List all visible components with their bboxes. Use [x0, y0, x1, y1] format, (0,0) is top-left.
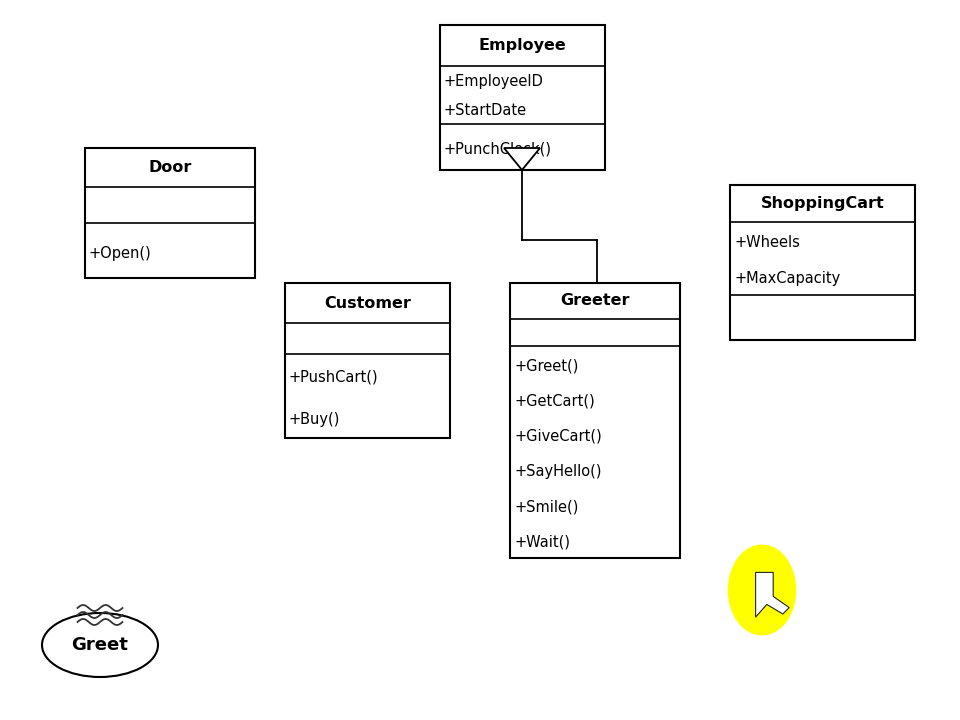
Text: Door: Door	[148, 160, 192, 175]
Text: +GiveCart(): +GiveCart()	[514, 428, 602, 444]
Bar	[730, 185, 915, 340]
Text: Greet: Greet	[72, 636, 129, 654]
Ellipse shape	[729, 545, 796, 635]
Text: +EmployeeID: +EmployeeID	[444, 74, 544, 89]
Text: +PunchClock(): +PunchClock()	[444, 142, 552, 157]
Text: +Wait(): +Wait()	[514, 535, 570, 549]
Text: ShoppingCart: ShoppingCart	[760, 196, 884, 211]
Text: +SayHello(): +SayHello()	[514, 464, 602, 479]
Text: +Open(): +Open()	[89, 246, 152, 261]
Bar	[440, 25, 605, 170]
Bar	[85, 148, 255, 278]
Text: +PushCart(): +PushCart()	[289, 370, 378, 384]
Text: +Smile(): +Smile()	[514, 500, 578, 514]
Polygon shape	[756, 572, 789, 617]
Text: +Buy(): +Buy()	[289, 412, 341, 427]
Text: Greeter: Greeter	[561, 293, 630, 308]
Text: +MaxCapacity: +MaxCapacity	[734, 271, 840, 286]
Bar	[285, 283, 450, 438]
Polygon shape	[504, 148, 540, 170]
Text: +Greet(): +Greet()	[514, 358, 578, 373]
Text: +StartDate: +StartDate	[444, 103, 527, 118]
Text: +Wheels: +Wheels	[734, 235, 800, 250]
Bar	[510, 283, 680, 558]
Text: Customer: Customer	[324, 296, 411, 310]
Text: +GetCart(): +GetCart()	[514, 393, 595, 408]
Text: Employee: Employee	[479, 37, 566, 53]
